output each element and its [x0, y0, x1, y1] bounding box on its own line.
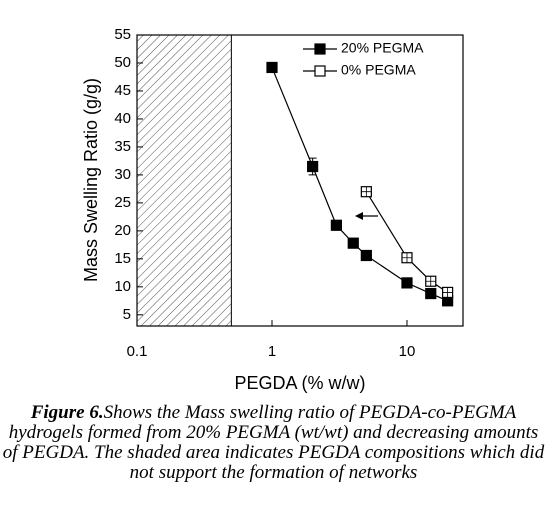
y-tick-label: 50 — [114, 54, 131, 71]
shaded-region — [136, 34, 232, 327]
y-tick-label: 10 — [114, 278, 131, 295]
legend-label: 0% PEGMA — [341, 62, 416, 78]
y-tick-label: 40 — [114, 110, 131, 127]
y-tick-label: 20 — [114, 222, 131, 239]
x-axis-label: PEGDA (% w/w) — [234, 373, 365, 393]
x-tick-label: 1 — [268, 343, 276, 360]
y-tick-label: 30 — [114, 166, 131, 183]
legend-marker — [314, 65, 326, 77]
series-line — [365, 191, 448, 293]
marker — [307, 160, 319, 173]
marker — [360, 249, 372, 262]
marker — [266, 61, 278, 74]
legend-marker — [314, 43, 326, 55]
chart: Mass Swelling Ratio (g/g) PEGDA (% w/w) … — [81, 26, 464, 393]
arrow-head — [355, 212, 363, 220]
caption-text: Shows the Mass swelling ratio of PEGDA-c… — [2, 402, 545, 483]
y-tick-label: 55 — [114, 26, 131, 43]
x-tick-label: 0.1 — [127, 343, 148, 360]
marker-cross — [442, 287, 453, 298]
series-line — [271, 67, 448, 302]
marker — [330, 219, 342, 231]
marker-cross — [401, 252, 412, 263]
y-tick-label: 45 — [114, 82, 131, 99]
y-tick-label: 15 — [114, 250, 131, 267]
y-axis-label: Mass Swelling Ratio (g/g) — [81, 78, 101, 282]
marker-cross — [361, 186, 372, 197]
marker-cross — [425, 276, 436, 287]
y-tick-label: 5 — [123, 306, 131, 323]
y-tick-label: 35 — [114, 138, 131, 155]
marker — [425, 287, 437, 300]
legend-label: 20% PEGMA — [341, 40, 424, 56]
y-tick-label: 25 — [114, 194, 131, 211]
x-tick-label: 10 — [399, 343, 416, 360]
marker — [347, 237, 359, 249]
caption-label: Figure 6. — [30, 402, 104, 423]
caption: Figure 6.Shows the Mass swelling ratio o… — [0, 403, 547, 483]
marker — [401, 277, 413, 289]
plot-frame — [136, 34, 464, 327]
